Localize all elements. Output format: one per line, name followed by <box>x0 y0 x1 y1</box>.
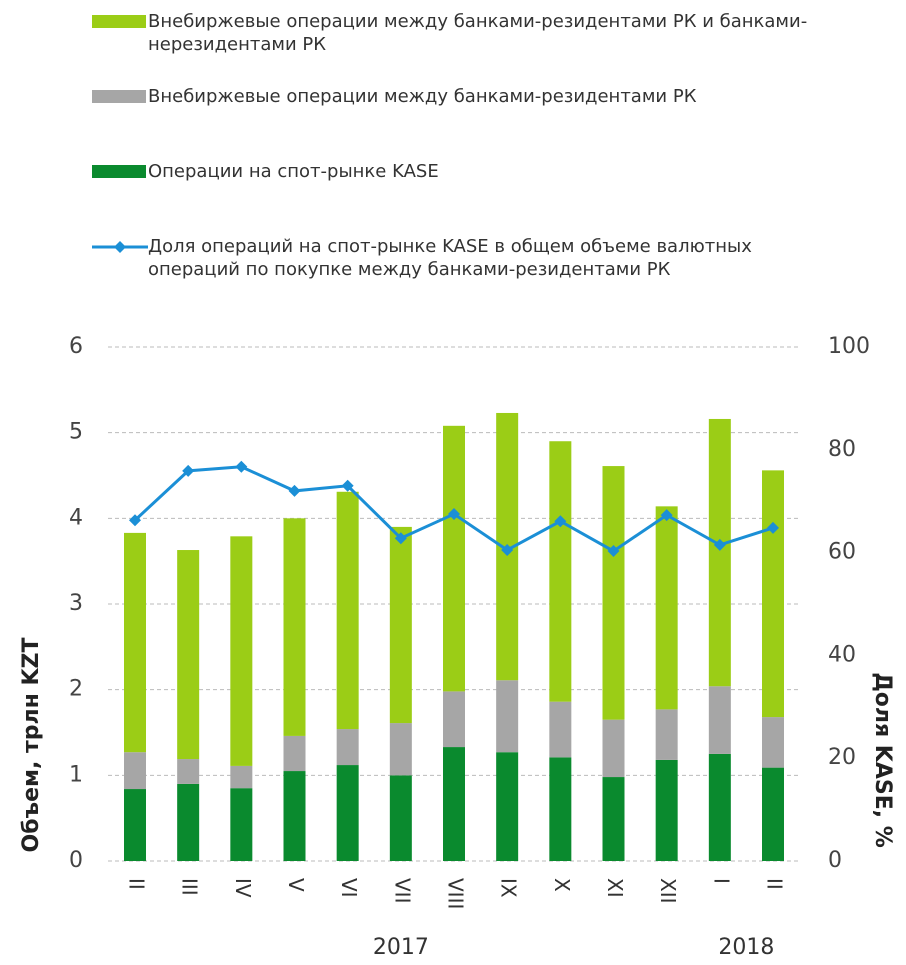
bar <box>124 752 146 790</box>
line-marker <box>129 514 141 527</box>
bar <box>336 765 359 861</box>
bar <box>443 425 465 692</box>
line-marker <box>448 508 460 521</box>
bar <box>762 717 784 768</box>
y-tick-label: 4 <box>69 505 83 530</box>
line-marker <box>767 521 779 534</box>
bar <box>655 759 678 861</box>
bar <box>230 536 253 766</box>
legend-swatch <box>92 90 146 103</box>
bar <box>336 729 359 766</box>
line-marker <box>288 484 301 497</box>
x-tick-label: VIII <box>444 878 468 909</box>
line-marker <box>394 532 407 545</box>
x-tick-label: II <box>763 878 787 890</box>
y2-tick-label: 40 <box>828 642 856 667</box>
year-label: 2018 <box>718 935 774 960</box>
legend-entry: Внебиржевые операции между банками-резид… <box>92 85 808 108</box>
bar <box>708 753 731 861</box>
legend-swatch <box>92 15 146 28</box>
bar <box>230 788 253 861</box>
bar <box>283 735 306 772</box>
x-tick-label: IV <box>231 878 255 898</box>
year-label: 2017 <box>373 935 429 960</box>
x-tick-label: IX <box>497 878 521 898</box>
bar <box>389 526 412 724</box>
y-tick-label: 3 <box>69 591 83 616</box>
y2-tick-label: 60 <box>828 540 856 565</box>
bar <box>177 550 200 760</box>
bar <box>124 532 146 753</box>
bar <box>496 680 519 753</box>
x-tick-label: VI <box>337 878 361 898</box>
x-tick-label: II <box>125 878 149 890</box>
bar <box>230 765 253 789</box>
bar <box>177 759 200 784</box>
legend-swatch <box>92 165 146 178</box>
line-marker <box>235 460 248 473</box>
line-marker <box>660 509 673 522</box>
line-marker <box>182 464 195 477</box>
legend-label: Внебиржевые операции между банками-резид… <box>148 11 808 55</box>
line-marker <box>713 538 726 551</box>
bar <box>655 506 678 710</box>
line-marker <box>607 545 620 558</box>
bar <box>602 719 625 778</box>
bar <box>124 789 146 861</box>
bar <box>443 747 465 861</box>
x-tick-label: XII <box>656 878 680 904</box>
bar <box>177 783 200 861</box>
bar <box>602 466 625 720</box>
bar <box>283 518 306 736</box>
bar <box>443 691 465 748</box>
y-tick-label: 6 <box>69 334 83 359</box>
line-marker <box>341 479 354 492</box>
legend-swatch <box>92 241 148 253</box>
bar <box>602 777 625 861</box>
bar <box>655 709 678 760</box>
line-marker <box>554 515 567 528</box>
bar <box>708 418 731 687</box>
legend-entry: Доля операций на спот-рынке KASE в общем… <box>92 235 808 281</box>
legend-label: Операции на спот-рынке KASE <box>148 161 439 182</box>
y2-tick-label: 20 <box>828 745 856 770</box>
x-tick-label: XI <box>603 878 627 898</box>
y-tick-label: 5 <box>69 420 83 445</box>
x-tick-label: I <box>709 878 733 884</box>
y-axis-label: Объем, трлн KZT <box>19 638 44 853</box>
y2-tick-label: 80 <box>828 437 856 462</box>
x-tick-label: V <box>284 878 308 892</box>
x-tick-label: III <box>178 878 202 896</box>
bar <box>549 441 572 702</box>
y2-tick-label: 0 <box>828 848 842 873</box>
legend-label: Доля операций на спот-рынке KASE в общем… <box>148 236 752 280</box>
bar <box>549 701 572 758</box>
legend-label: Внебиржевые операции между банками-резид… <box>148 86 697 107</box>
legend-entry: Внебиржевые операции между банками-резид… <box>92 10 808 56</box>
x-tick-label: VII <box>390 878 414 903</box>
line-marker <box>501 544 514 557</box>
bar <box>389 723 412 776</box>
x-tick-label: X <box>550 878 574 892</box>
y2-axis-label: Доля KASE, % <box>870 672 895 848</box>
bar <box>762 767 784 861</box>
y-tick-label: 0 <box>69 848 83 873</box>
legend-entry: Операции на спот-рынке KASE <box>92 160 808 183</box>
y-tick-label: 1 <box>69 762 83 787</box>
bar <box>389 775 412 861</box>
y2-tick-label: 100 <box>828 334 870 359</box>
bar <box>708 686 731 754</box>
y-tick-label: 2 <box>69 677 83 702</box>
bar <box>496 752 519 861</box>
bar <box>549 757 572 861</box>
bar <box>762 470 784 718</box>
bar <box>336 491 359 730</box>
bar <box>283 771 306 861</box>
